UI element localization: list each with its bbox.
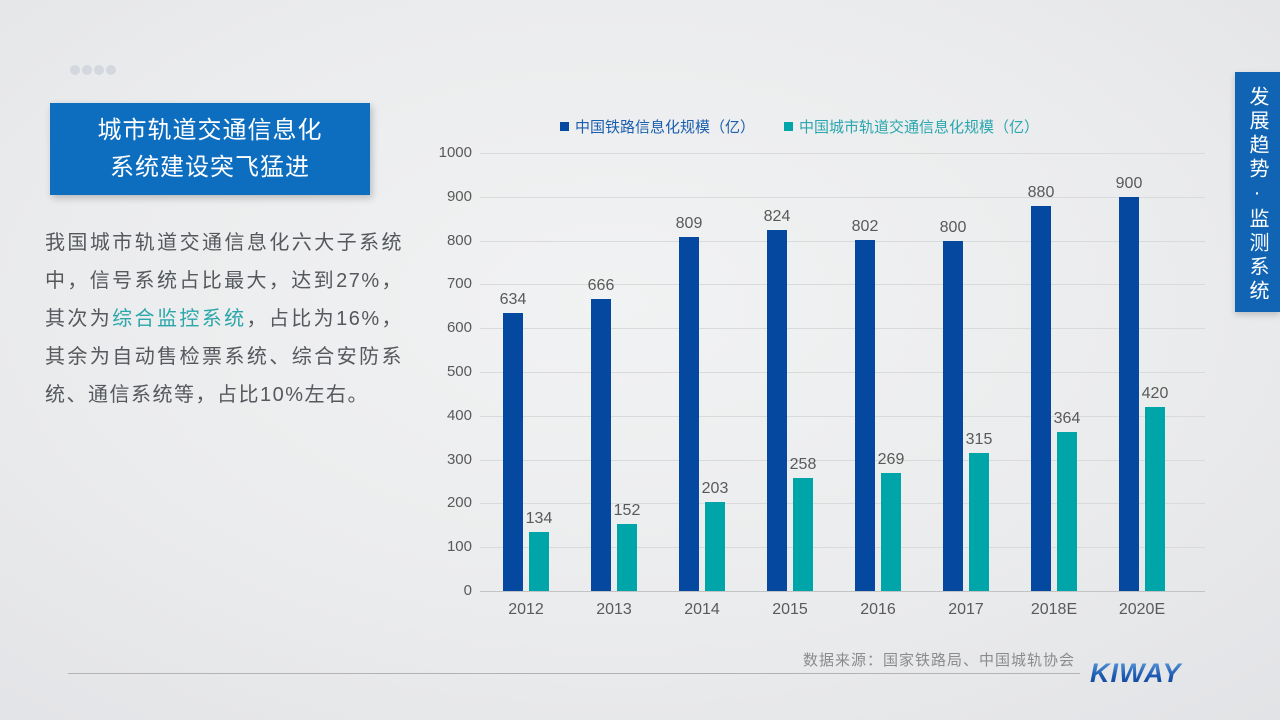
section-tab: 发展趋势·监测系统 — [1235, 72, 1280, 312]
legend-swatch-icon — [784, 122, 793, 131]
footer-divider — [68, 673, 1080, 674]
y-axis-tick-label: 0 — [463, 582, 472, 599]
bar-value-label: 269 — [877, 451, 905, 468]
y-axis-tick-label: 600 — [446, 319, 472, 336]
bar-value-label: 809 — [675, 215, 703, 232]
gridline — [480, 372, 1205, 373]
slide-title-box: 城市轨道交通信息化 系统建设突飞猛进 — [50, 103, 370, 195]
legend-item: 中国铁路信息化规模（亿） — [560, 116, 755, 137]
bar — [943, 241, 963, 591]
bar — [767, 230, 787, 591]
kiway-logo: KIWAY — [1090, 658, 1210, 689]
gridline — [480, 416, 1205, 417]
x-axis-category-label: 2014 — [684, 601, 720, 618]
bar-value-label: 152 — [613, 502, 641, 519]
dot-icon — [106, 65, 116, 75]
dot-icon — [82, 65, 92, 75]
x-axis-category-label: 2016 — [860, 601, 896, 618]
body-text-part2: ，占比为16%，其余为自动售检票系统、综合安防系统、通信系统等，占比10%左右。 — [45, 308, 403, 406]
y-axis-tick-label: 400 — [446, 407, 472, 424]
y-axis-tick-label: 800 — [446, 232, 472, 249]
bar-value-label: 900 — [1115, 175, 1143, 192]
y-axis-tick-label: 100 — [446, 538, 472, 555]
bar — [1031, 206, 1051, 591]
x-axis-category-label: 2013 — [596, 601, 632, 618]
y-axis-tick-label: 500 — [446, 363, 472, 380]
bar — [705, 502, 725, 591]
bar-value-label: 420 — [1141, 385, 1169, 402]
slide-title-line1: 城市轨道交通信息化 — [97, 117, 323, 144]
slide-title-line2: 系统建设突飞猛进 — [110, 154, 310, 181]
x-axis-category-label: 2018E — [1030, 601, 1078, 618]
body-text-part1: 我国城市轨道交通信息化六大子系统中，信号系统占比最大，达到27%，其次为 — [45, 232, 403, 330]
bar — [793, 478, 813, 591]
bar — [1057, 432, 1077, 591]
legend-label: 中国城市轨道交通信息化规模（亿） — [799, 119, 1040, 136]
gridline — [480, 153, 1205, 154]
bar-value-label: 315 — [965, 431, 993, 448]
x-axis-category-label: 2015 — [772, 601, 808, 618]
data-source-note: 数据来源：国家铁路局、中国城轨协会 — [802, 652, 1075, 669]
dot-icon — [94, 65, 104, 75]
gridline — [480, 503, 1205, 504]
bar — [1145, 407, 1165, 591]
bar-value-label: 824 — [763, 208, 791, 225]
bar-value-label: 802 — [851, 218, 879, 235]
bar-value-label: 880 — [1027, 184, 1055, 201]
bar — [855, 240, 875, 591]
bar — [503, 313, 523, 591]
y-axis-tick-label: 1000 — [438, 144, 472, 161]
x-axis-category-label: 2020E — [1118, 601, 1166, 618]
y-axis-tick-label: 700 — [446, 275, 472, 292]
legend-item: 中国城市轨道交通信息化规模（亿） — [784, 116, 1039, 137]
y-axis-tick-label: 900 — [446, 188, 472, 205]
gridline — [480, 197, 1205, 198]
gridline — [480, 547, 1205, 548]
bar — [591, 299, 611, 591]
x-axis-category-label: 2012 — [508, 601, 544, 618]
body-paragraph: 我国城市轨道交通信息化六大子系统中，信号系统占比最大，达到27%，其次为综合监控… — [45, 224, 403, 414]
gridline — [480, 460, 1205, 461]
bar-value-label: 666 — [587, 277, 615, 294]
bar-value-label: 364 — [1053, 410, 1081, 427]
bar — [529, 532, 549, 591]
legend-label: 中国铁路信息化规模（亿） — [575, 119, 756, 136]
x-axis-category-label: 2017 — [948, 601, 984, 618]
bar-value-label: 203 — [701, 480, 729, 497]
bar — [881, 473, 901, 591]
legend-swatch-icon — [560, 122, 569, 131]
pagination-dots — [70, 65, 116, 75]
bar-value-label: 634 — [499, 291, 527, 308]
gridline — [480, 241, 1205, 242]
bar — [679, 237, 699, 591]
bar — [969, 453, 989, 591]
section-tab-label: 发展趋势·监测系统 — [1246, 86, 1268, 304]
x-axis-line — [480, 591, 1205, 592]
y-axis-tick-label: 200 — [446, 494, 472, 511]
dot-icon — [70, 65, 80, 75]
bar — [617, 524, 637, 591]
gridline — [480, 328, 1205, 329]
gridline — [480, 284, 1205, 285]
y-axis-tick-label: 300 — [446, 451, 472, 468]
bar-value-label: 134 — [525, 510, 553, 527]
bar-value-label: 800 — [939, 219, 967, 236]
body-text-highlight: 综合监控系统 — [112, 308, 247, 330]
bar-value-label: 258 — [789, 456, 817, 473]
bar — [1119, 197, 1139, 591]
